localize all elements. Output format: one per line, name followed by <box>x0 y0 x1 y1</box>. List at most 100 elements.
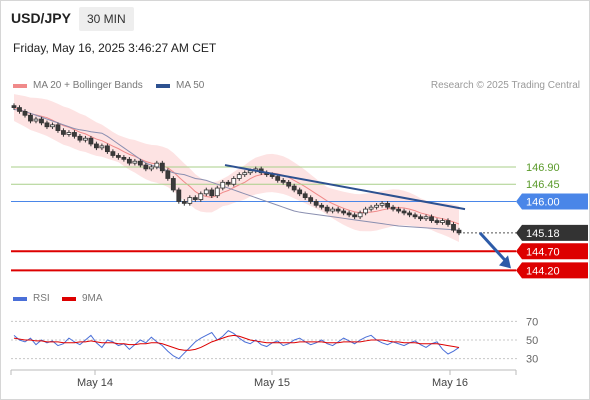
level-label: 146.90 <box>526 162 560 174</box>
candle-body <box>286 181 292 187</box>
projection-arrow-head <box>499 255 511 269</box>
candle-body <box>198 193 204 200</box>
candle-body <box>368 206 374 210</box>
candle-body <box>451 224 456 231</box>
candle-body <box>385 202 390 208</box>
candle-body <box>297 189 303 195</box>
bollinger-swatch <box>13 83 27 88</box>
candle-body <box>308 197 314 202</box>
credit-text: Research © 2025 Trading Central <box>430 80 580 91</box>
legend-rsi-ma: 9MA <box>62 293 103 304</box>
level-tag-support <box>516 243 588 260</box>
candle-body <box>407 212 412 216</box>
candle-body <box>401 210 407 214</box>
candle-body <box>44 122 50 128</box>
candle-body <box>379 202 385 206</box>
rsi-level-label: 70 <box>526 316 538 328</box>
ma20-line <box>13 107 460 225</box>
candle-body <box>324 206 330 212</box>
candle-body <box>187 197 193 204</box>
candle-body <box>110 151 116 156</box>
bollinger-label: MA 20 + Bollinger Bands <box>33 80 143 91</box>
level-label: 146.00 <box>526 196 560 208</box>
rsi-level-label: 30 <box>526 354 538 366</box>
candle-body <box>159 162 165 172</box>
candle-body <box>143 164 149 170</box>
candle-body <box>192 197 198 200</box>
x-tick-label: May 16 <box>431 377 469 389</box>
candle-body <box>55 124 61 131</box>
candle-body <box>291 185 297 191</box>
candle-body <box>247 170 253 174</box>
projection-arrow-line <box>478 231 509 264</box>
candle-body <box>456 229 462 234</box>
candle-body <box>33 118 39 122</box>
candle-body <box>396 208 401 212</box>
candle-body <box>352 214 358 218</box>
candle-body <box>11 105 17 108</box>
candle-body <box>126 158 132 164</box>
candle-body <box>209 189 215 197</box>
candle-body <box>39 118 44 124</box>
legend-rsi: RSI <box>13 293 50 304</box>
rsi-line <box>13 330 460 360</box>
candle-body <box>418 216 423 220</box>
candle-body <box>440 220 445 223</box>
candle-body <box>275 176 281 181</box>
candle-body <box>341 210 347 214</box>
ma50-label: MA 50 <box>176 80 205 91</box>
ma50-line <box>13 108 460 231</box>
candle-body <box>429 216 434 222</box>
resistance-trendline <box>224 164 466 211</box>
currency-pair: USD/JPY <box>11 10 71 26</box>
level-label: 146.45 <box>526 179 560 191</box>
candle-body <box>148 166 154 170</box>
rsi-level-label: 50 <box>526 335 538 347</box>
candle-body <box>28 114 33 122</box>
candle-body <box>99 145 105 149</box>
candle-body <box>170 178 176 191</box>
legend-ma50: MA 50 <box>156 80 204 91</box>
candle-body <box>22 111 28 116</box>
candle-body <box>61 130 66 135</box>
rsi-ma-label: 9MA <box>82 293 103 304</box>
candle-body <box>357 212 363 218</box>
candle-body <box>412 214 418 218</box>
candle-body <box>423 216 429 220</box>
candle-body <box>72 132 77 137</box>
timeframe-badge[interactable]: 30 MIN <box>79 7 134 31</box>
candle-body <box>94 143 99 149</box>
candle-body <box>176 189 182 202</box>
candle-body <box>330 208 336 212</box>
candle-body <box>154 162 160 168</box>
x-tick-label: May 15 <box>253 377 291 389</box>
candle-body <box>132 160 138 164</box>
x-tick-label: May 14 <box>76 377 114 389</box>
candle-body <box>77 135 83 141</box>
candle-body <box>280 179 286 183</box>
candle-body <box>214 187 220 197</box>
rsi-swatch <box>13 296 27 301</box>
candle-body <box>374 204 379 208</box>
candle-body <box>319 204 325 208</box>
timestamp: Friday, May 16, 2025 3:46:27 AM CET <box>13 41 217 55</box>
candle-body <box>17 107 22 112</box>
ma50-swatch <box>156 83 170 88</box>
level-label: 144.70 <box>526 246 560 258</box>
candle-body <box>313 201 319 206</box>
candle-body <box>363 208 369 214</box>
candle-body <box>231 178 237 185</box>
level-label: 144.20 <box>526 265 560 277</box>
level-label: 145.18 <box>526 228 560 240</box>
candle-body <box>242 172 248 176</box>
candle-body <box>335 208 341 212</box>
candle-body <box>50 124 55 128</box>
candle-body <box>445 220 451 225</box>
candle-body <box>66 132 72 135</box>
rsi-ma-swatch <box>62 296 76 301</box>
bollinger-band <box>14 94 459 243</box>
rsi-label: RSI <box>33 293 50 304</box>
level-tag-support <box>516 262 588 279</box>
level-tag-last <box>516 224 588 241</box>
